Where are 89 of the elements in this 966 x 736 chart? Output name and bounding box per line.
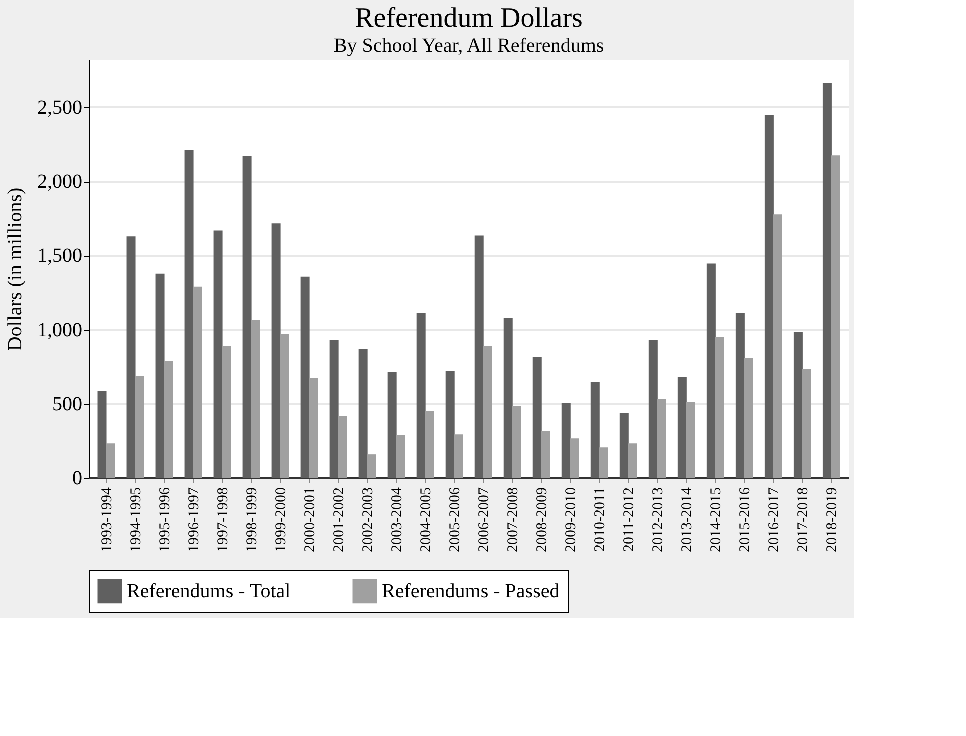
- bar: [764, 115, 774, 478]
- x-tick-label: 2011-2012: [622, 488, 638, 552]
- bar: [483, 346, 492, 478]
- bar: [156, 274, 165, 478]
- bar: [736, 313, 745, 478]
- bar: [272, 224, 281, 478]
- x-tick-label: 1999-2000: [273, 488, 290, 552]
- legend-label: Referendums - Total: [127, 580, 292, 602]
- bar: [831, 156, 840, 478]
- bar: [106, 444, 116, 478]
- bar: [706, 264, 716, 478]
- bar: [570, 438, 580, 478]
- bar: [715, 337, 724, 478]
- x-tick-label: 2016-2017: [766, 487, 783, 552]
- bar: [416, 313, 426, 478]
- bar: [280, 334, 290, 478]
- bar: [358, 349, 368, 478]
- bar: [242, 156, 252, 478]
- x-tick-label: 1997-1998: [215, 488, 232, 552]
- x-tick-label: 2013-2014: [680, 487, 696, 552]
- bar: [309, 378, 318, 478]
- x-tick-label: 2001-2002: [331, 488, 348, 552]
- bar: [135, 376, 144, 478]
- bar: [562, 403, 571, 478]
- x-tick-label: 2005-2006: [447, 487, 464, 552]
- x-tick-label: 2006-2007: [476, 487, 493, 552]
- x-tick-label: 2003-2004: [389, 487, 406, 552]
- x-tick-label: 2002-2003: [360, 488, 376, 552]
- bar: [648, 340, 658, 478]
- legend-label: Referendums - Passed: [382, 580, 560, 602]
- x-tick-label: 1998-1999: [244, 488, 260, 552]
- bar: [300, 276, 310, 478]
- y-tick-label: 0: [72, 468, 82, 490]
- bar: [367, 454, 376, 478]
- bar: [126, 236, 136, 478]
- bar: [474, 236, 484, 478]
- x-tick-label: 2015-2016: [738, 487, 754, 552]
- bar: [657, 399, 666, 478]
- bar: [822, 83, 832, 478]
- bar: [590, 382, 600, 478]
- bar: [184, 150, 194, 478]
- bar: [330, 340, 339, 478]
- y-tick-label: 500: [52, 393, 82, 416]
- bar: [794, 332, 803, 478]
- bar: [678, 377, 687, 478]
- bar: [164, 361, 174, 478]
- bar: [388, 372, 397, 478]
- x-tick-label: 2009-2010: [564, 488, 580, 552]
- x-tick-label: 2017-2018: [796, 488, 812, 552]
- bar: [454, 434, 464, 478]
- bar: [214, 230, 223, 478]
- bar: [98, 391, 107, 478]
- x-tick-label: 2007-2008: [506, 488, 522, 552]
- x-tick-label: 2000-2001: [302, 488, 318, 552]
- bar: [628, 444, 638, 478]
- x-tick-label: 2004-2005: [418, 488, 434, 552]
- bar: [773, 214, 782, 478]
- y-tick-label: 2,000: [38, 171, 82, 194]
- bar: [686, 402, 696, 478]
- x-tick-label: 2010-2011: [592, 488, 609, 552]
- bar: [744, 358, 754, 478]
- y-tick-label: 2,500: [38, 96, 82, 119]
- bar: [251, 320, 260, 478]
- bar: [532, 357, 542, 478]
- x-tick-label: 2014-2015: [708, 488, 725, 552]
- bar: [396, 435, 406, 478]
- x-tick-label: 1993-1994: [99, 487, 116, 552]
- x-tick-label: 2012-2013: [650, 488, 667, 552]
- y-axis-title: Dollars (in millions): [4, 188, 26, 352]
- x-tick-label: 1995-1996: [157, 487, 174, 552]
- bar: [599, 448, 608, 478]
- bar: [512, 406, 522, 478]
- y-tick-label: 1,500: [38, 245, 82, 268]
- bar: [802, 369, 812, 478]
- y-tick-label: 1,000: [38, 319, 82, 342]
- chart-subtitle: By School Year, All Referendums: [334, 35, 604, 57]
- bar: [193, 286, 202, 478]
- bar: [338, 416, 348, 478]
- chart-title: Referendum Dollars: [355, 3, 583, 34]
- bar: [425, 411, 434, 478]
- bar: [504, 318, 513, 478]
- bar: [446, 371, 455, 478]
- bar: [541, 431, 550, 478]
- x-tick-label: 2018-2019: [824, 488, 841, 552]
- x-tick-label: 1996-1997: [186, 487, 202, 552]
- bar: [620, 413, 629, 478]
- x-tick-label: 1994-1995: [128, 488, 144, 552]
- bar: [222, 346, 232, 478]
- x-tick-label: 2008-2009: [534, 488, 551, 552]
